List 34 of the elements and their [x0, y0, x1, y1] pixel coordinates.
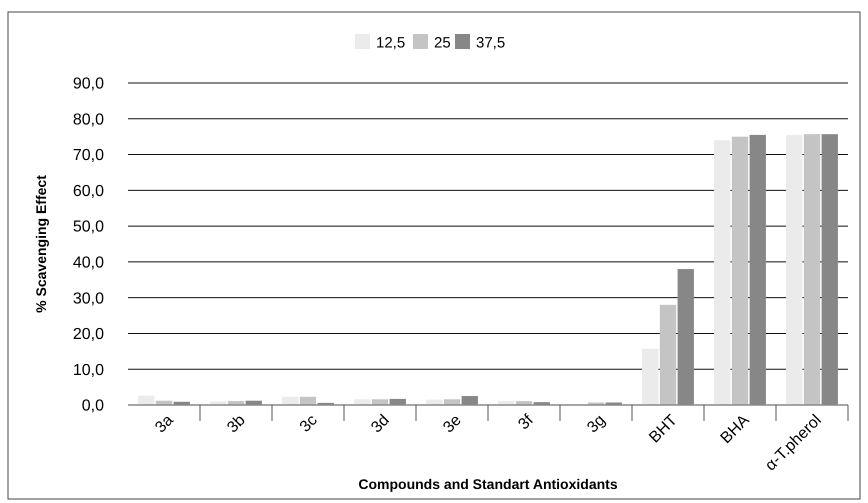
x-axis-title: Compounds and Standart Antioxidants [358, 476, 618, 492]
x-tick-label: 3a [152, 412, 177, 436]
legend-label: 12,5 [376, 34, 406, 52]
y-tick-label: 60,0 [72, 182, 104, 200]
bar [804, 134, 820, 405]
legend-label: 25 [434, 34, 451, 52]
y-tick-label: 70,0 [72, 147, 104, 164]
bar [732, 136, 748, 405]
y-tick-label: 10,0 [72, 362, 104, 379]
bar [156, 400, 172, 405]
x-tick-label: 3f [515, 411, 538, 434]
x-tick-label: 3c [296, 412, 321, 436]
y-tick-label: 0,0 [82, 398, 104, 415]
bar [642, 348, 658, 405]
legend-label: 37,5 [476, 34, 506, 52]
x-tick-label: 3d [368, 412, 393, 436]
bar [660, 304, 676, 405]
x-tick-label: BHA [718, 412, 754, 448]
x-tick-label: 3e [440, 412, 465, 436]
bar [282, 396, 298, 405]
y-tick-label: 40,0 [72, 254, 104, 272]
bar [426, 400, 442, 405]
y-tick-label: 80,0 [72, 111, 104, 128]
y-axis-title: % Scavenging Effect [33, 174, 49, 313]
x-tick-label: 3b [224, 412, 249, 436]
bar [786, 134, 802, 405]
y-tick-label: 30,0 [72, 290, 104, 308]
bar [498, 401, 514, 405]
y-tick-label: 50,0 [72, 218, 104, 236]
y-tick-label: 20,0 [72, 326, 104, 344]
x-tick-label: 3g [584, 412, 609, 436]
bar [138, 396, 154, 405]
y-tick-label: 90,0 [72, 76, 104, 93]
bar [714, 140, 730, 405]
